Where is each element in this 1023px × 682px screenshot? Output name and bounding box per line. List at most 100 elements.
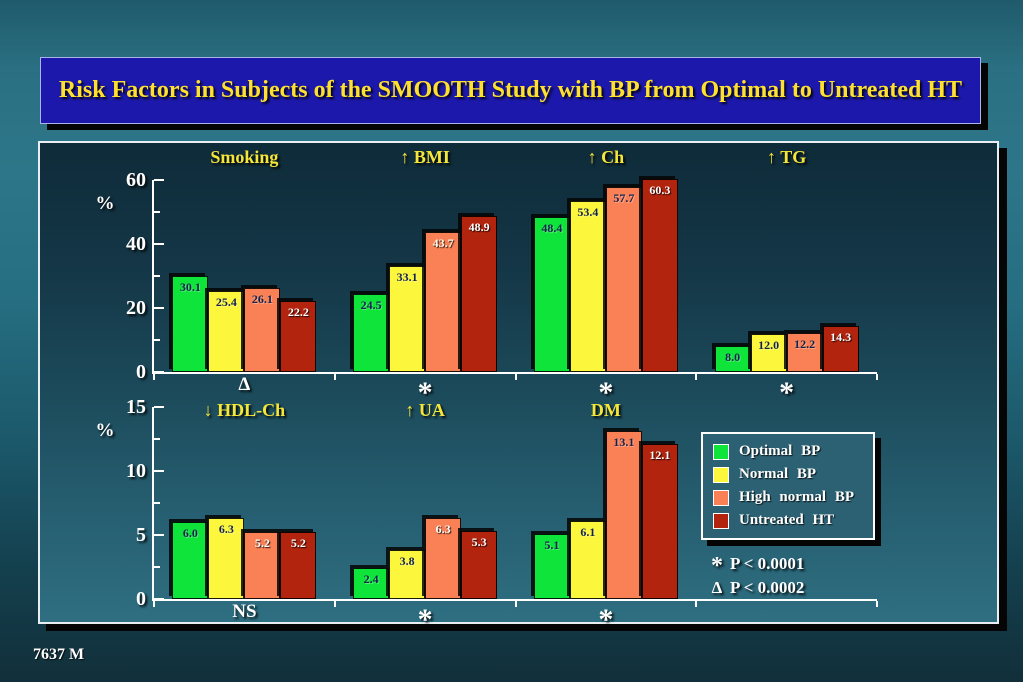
bar (533, 217, 570, 372)
bar (389, 266, 426, 372)
legend-item: High normal BP (713, 489, 863, 506)
significance-label: Δ (238, 374, 251, 395)
x-axis-tick (153, 374, 155, 380)
y-tick-label: 20 (126, 297, 146, 319)
x-axis-tick (514, 374, 517, 380)
bar (533, 533, 570, 599)
y-tick-label: 5 (136, 524, 146, 546)
significance-label: * (598, 376, 614, 409)
bar-value-label: 14.3 (830, 330, 852, 345)
significance-notes: * P < 0.0001 Δ P < 0.0002 (704, 550, 934, 600)
y-axis-minor-tick (154, 339, 160, 341)
bar-value-label: 25.4 (215, 294, 237, 309)
legend-swatch (713, 443, 729, 460)
group-title: ↑ UA (405, 400, 445, 420)
bar-value-label: 5.1 (544, 537, 560, 552)
y-axis-major-tick (154, 179, 164, 181)
bar (244, 288, 281, 372)
x-axis (152, 372, 877, 374)
bar (208, 290, 245, 372)
y-axis (152, 180, 154, 372)
bar (425, 518, 462, 599)
bar (750, 333, 787, 372)
legend-item: Untreated HT (713, 512, 863, 529)
note-row: * P < 0.0001 (704, 550, 934, 579)
significance-label: NS (232, 601, 257, 622)
bar (714, 346, 751, 372)
note-symbol: Δ (711, 578, 723, 597)
bar-value-label: 22.2 (287, 304, 309, 319)
bar (389, 550, 426, 599)
bar-value-label: 5.2 (254, 536, 270, 551)
bar-value-label: 6.3 (218, 522, 234, 537)
note-row: Δ P < 0.0002 (704, 576, 934, 600)
legend-label: Untreated HT (739, 512, 835, 528)
x-axis-tick (876, 374, 878, 380)
group-title: ↑ BMI (400, 147, 450, 167)
bar-value-label: 48.4 (541, 221, 563, 236)
bar-value-label: 60.3 (649, 183, 671, 198)
y-tick-label: 40 (126, 233, 146, 255)
bar-value-label: 26.1 (251, 292, 273, 307)
legend-swatch (713, 466, 729, 483)
title-banner: Risk Factors in Subjects of the SMOOTH S… (40, 57, 981, 124)
y-axis-major-tick (154, 598, 164, 600)
significance-label: * (417, 603, 433, 636)
bar-value-label: 30.1 (179, 279, 201, 294)
bar-value-label: 6.1 (580, 524, 596, 539)
group-title: Smoking (210, 147, 279, 167)
x-axis (152, 599, 877, 601)
bar (569, 520, 606, 599)
y-axis-major-tick (154, 371, 164, 373)
y-axis (152, 407, 154, 599)
bar (569, 201, 606, 372)
bar-value-label: 8.0 (725, 350, 741, 365)
slide-title: Risk Factors in Subjects of the SMOOTH S… (58, 77, 963, 103)
y-tick-label: 15 (126, 396, 146, 418)
y-axis-minor-tick (154, 566, 160, 568)
x-axis-tick (695, 374, 698, 380)
x-axis-tick (333, 374, 336, 380)
bar (822, 326, 859, 372)
x-axis-tick (695, 601, 698, 607)
legend-swatch (713, 489, 729, 506)
group-title: ↑ TG (767, 147, 807, 167)
note-text: P < 0.0002 (730, 578, 805, 597)
bar (641, 179, 678, 372)
note-symbol: * (711, 553, 723, 579)
y-axis-major-tick (154, 243, 164, 245)
bar-value-label: 5.2 (290, 536, 306, 551)
bar-value-label: 6.3 (435, 522, 451, 537)
group-title: DM (590, 400, 621, 420)
y-axis-major-tick (154, 534, 164, 536)
bar-value-label: 5.3 (471, 535, 487, 550)
legend-label: High normal BP (739, 489, 855, 505)
bar (172, 522, 209, 599)
bar (353, 293, 390, 372)
y-axis-minor-tick (154, 438, 160, 440)
bar-value-label: 6.0 (182, 526, 198, 541)
bar (353, 568, 390, 599)
bar (280, 532, 317, 599)
bar (461, 531, 498, 599)
legend-label: Optimal BP (739, 443, 821, 459)
bar (461, 215, 498, 372)
chart-panel: 0 20 40 60% Smoking Δ 30.1 25.4 26.1 22.2 ↑ BMI * 24… (38, 141, 999, 635)
bar (786, 332, 823, 372)
y-axis-major-tick (154, 307, 164, 309)
x-axis-tick (333, 601, 336, 607)
bar (280, 300, 317, 372)
bar-value-label: 43.7 (432, 236, 454, 251)
x-axis-tick (153, 601, 155, 607)
chart-top: 0 20 40 60% Smoking Δ 30.1 25.4 26.1 22.2 ↑ BMI * 24… (40, 143, 997, 622)
legend: Optimal BP Normal BP High normal BP Untreat… (701, 432, 875, 540)
y-axis-minor-tick (154, 502, 160, 504)
legend-item: Optimal BP (713, 443, 863, 460)
bar (244, 532, 281, 599)
bar-value-label: 2.4 (363, 572, 379, 587)
bar-value-label: 12.2 (794, 336, 816, 351)
y-axis-major-tick (154, 470, 164, 472)
chart-bottom: 0 5 10 15% ↓ HDL-Ch NS 6.0 6.3 5.2 5.2 ↑ UA * 2.4 3.8… (40, 143, 997, 635)
bar (425, 232, 462, 372)
